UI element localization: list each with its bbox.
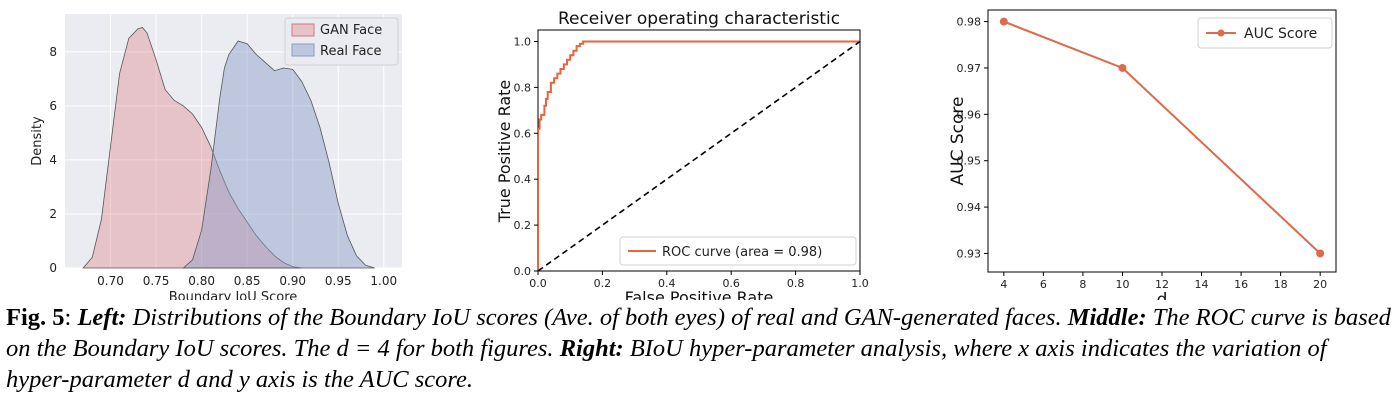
roc-ytick-label: 0.6: [514, 127, 532, 140]
caption-right-label: Right:: [559, 335, 624, 362]
density-xtick-label: 0.95: [325, 274, 352, 288]
auc-xtick-label: 10: [1115, 278, 1129, 291]
auc-point: [1118, 63, 1127, 72]
auc-xlabel: d: [1157, 290, 1168, 300]
caption-left-label: Left:: [77, 304, 127, 331]
auc-ytick-label: 0.95: [957, 155, 982, 168]
caption-middle-text: The ROC curve is based on the Boundary I…: [6, 304, 1391, 362]
density-ylabel: Density: [30, 116, 45, 166]
roc-xtick-label: 0.6: [722, 277, 740, 290]
roc-ylabel: True Positive Rate: [495, 80, 514, 224]
roc-curve: [537, 40, 860, 271]
legend-real-face-label: Real Face: [320, 44, 382, 59]
caption-right-text: BIoU hyper-parameter analysis, where x a…: [6, 335, 1327, 393]
roc-xtick-label: 0.2: [594, 277, 612, 290]
auc-xtick-label: 4: [1000, 278, 1007, 291]
roc-ytick-label: 0.8: [514, 81, 532, 94]
auc-ytick-label: 0.94: [957, 201, 982, 214]
legend-real-face-swatch: [291, 43, 315, 57]
roc-ytick-label: 1.0: [514, 35, 532, 48]
density-xtick-label: 0.90: [279, 274, 306, 288]
auc-legend-marker: [1217, 29, 1225, 37]
auc-xtick-label: 12: [1155, 278, 1169, 291]
density-ytick-label: 8: [49, 45, 57, 59]
roc-ytick-label: 0.4: [514, 173, 532, 186]
roc-legend-label: ROC curve (area = 0.98): [662, 245, 822, 260]
roc-plot: 0.0 0.2 0.4 0.6 0.8 1.0 0.0 0.2 0.4 0.6 0.8 1.0 Rec…: [495, 9, 869, 300]
auc-ytick-label: 0.96: [957, 108, 982, 121]
density-plot: 0.70 0.75 0.80 0.85 0.90 0.95 1.00 0 2 4 6 8 Bounda…: [30, 14, 402, 300]
density-xlabel: Boundary IoU Score: [169, 290, 298, 300]
auc-xtick-label: 18: [1274, 278, 1288, 291]
density-xtick-label: 0.85: [234, 274, 261, 288]
auc-ylabel: AUC Score: [948, 97, 968, 186]
density-ytick-label: 2: [49, 207, 57, 221]
density-xtick-label: 0.80: [188, 274, 215, 288]
density-ytick-label: 4: [49, 153, 57, 167]
roc-ytick-label: 0.0: [514, 265, 532, 278]
legend-gan-face-swatch: [291, 23, 315, 37]
auc-ytick-label: 0.98: [957, 16, 982, 29]
density-area-real-face: [182, 40, 375, 269]
density-area-gan-face: [82, 27, 302, 269]
roc-title: Receiver operating characteristic: [558, 9, 840, 29]
auc-plot: 4 6 8 10 12 14 16 18 200.930.940.950.960.970.98 …: [948, 9, 1337, 300]
roc-xtick-label: 0.0: [529, 277, 547, 290]
auc-xtick-label: 20: [1313, 278, 1327, 291]
auc-legend-label: AUC Score: [1244, 26, 1317, 42]
auc-plot-area: [987, 9, 1337, 273]
figure-panels: 0.70 0.75 0.80 0.85 0.90 0.95 1.00 0 2 4 6 8 Bounda…: [30, 9, 1337, 300]
density-xtick-label: 0.75: [143, 274, 170, 288]
caption-middle-label: Middle:: [1067, 304, 1147, 331]
roc-xtick-label: 1.0: [851, 277, 869, 290]
roc-plot-area: [537, 29, 861, 272]
auc-xtick-label: 8: [1079, 278, 1086, 291]
caption-fig-label: Fig. 5: [6, 304, 65, 331]
density-ytick-label: 6: [49, 99, 57, 113]
density-xtick-label: 0.70: [97, 274, 124, 288]
auc-ytick-label: 0.97: [957, 62, 982, 75]
auc-xtick-label: 6: [1040, 278, 1047, 291]
auc-xtick-label: 14: [1195, 278, 1209, 291]
auc-xtick-label: 16: [1234, 278, 1248, 291]
roc-xtick-label: 0.4: [658, 277, 676, 290]
legend-gan-face-label: GAN Face: [320, 23, 382, 38]
roc-xlabel: False Positive Rate: [625, 288, 774, 300]
roc-legend: ROC curve (area = 0.98): [619, 236, 857, 266]
caption-left-text: Distributions of the Boundary IoU scores…: [126, 304, 1068, 331]
roc-chance-line: [537, 40, 861, 272]
auc-point: [1316, 249, 1325, 258]
density-xtick-label: 1.00: [370, 274, 397, 288]
density-ytick-label: 0: [49, 261, 57, 275]
auc-legend: AUC Score: [1197, 17, 1333, 49]
roc-xtick-label: 0.8: [787, 277, 805, 290]
auc-ytick-label: 0.93: [957, 247, 982, 260]
density-legend: GAN Face Real Face: [284, 17, 399, 66]
roc-ytick-label: 0.2: [514, 219, 532, 232]
figure-caption: Fig. 5: Left: Distributions of the Bound…: [6, 302, 1396, 395]
caption-colon: :: [64, 304, 72, 331]
auc-point: [999, 17, 1008, 26]
